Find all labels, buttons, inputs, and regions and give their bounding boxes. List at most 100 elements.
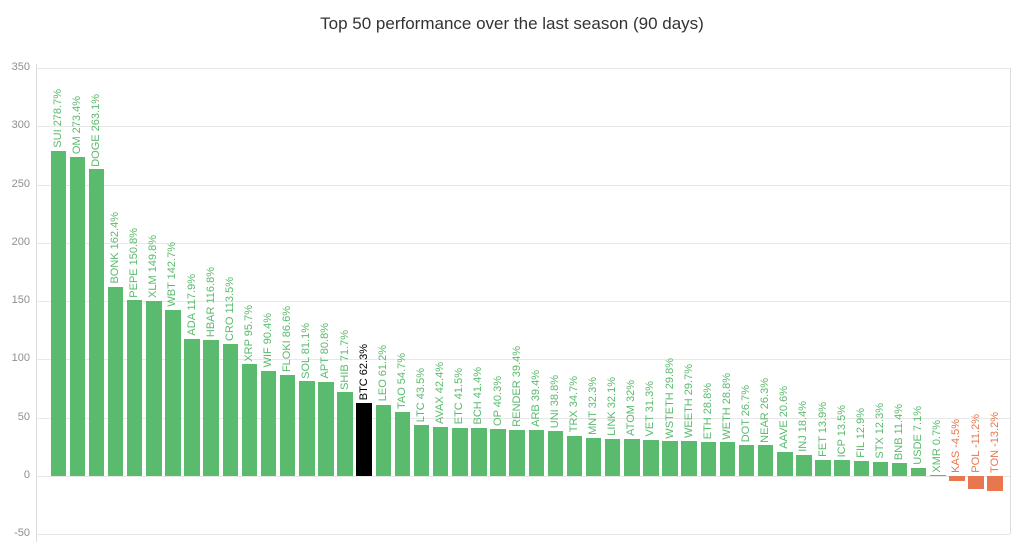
bar-render: [509, 430, 525, 476]
bar-label-xlm: XLM 149.8%: [147, 235, 160, 299]
bar-floki: [279, 375, 296, 476]
bar-weth: [719, 442, 736, 476]
bar-btc: [356, 403, 372, 476]
y-tick-150: 150: [11, 294, 30, 307]
bar-shib: [337, 392, 353, 476]
bar-fil: [853, 460, 870, 476]
bar-label-pepe: PEPE 150.8%: [128, 227, 141, 298]
bar-dot: [738, 444, 755, 476]
gridline--50: [36, 534, 1010, 536]
gridline-200: [36, 242, 1010, 244]
bar-xmr: [930, 475, 946, 476]
bar-label-kas: KAS -4.5%: [950, 419, 963, 473]
bar-inj: [796, 454, 812, 476]
bar-bonk: [107, 286, 124, 476]
bar-label-ltc: LTC 43.5%: [415, 368, 428, 423]
bar-label-inj: INJ 18.4%: [797, 400, 810, 452]
bar-label-near: NEAR 26.3%: [759, 377, 772, 443]
y-tick-350: 350: [11, 61, 30, 73]
bar-label-doge: DOGE 263.1%: [89, 93, 102, 167]
bar-label-apt: APT 80.8%: [319, 323, 332, 379]
bar-label-ada: ADA 117.9%: [185, 274, 198, 336]
bar-label-wsteth: WSTETH 29.8%: [663, 357, 676, 439]
bar-op: [490, 429, 506, 476]
bar-fet: [815, 459, 831, 476]
bar-hbar: [203, 339, 219, 476]
gridline-350: [36, 68, 1010, 69]
bar-arb: [528, 430, 544, 476]
bar-label-cro: CRO 113.5%: [223, 276, 236, 341]
bar-weeth: [681, 441, 697, 476]
bar-label-floki: FLOKI 86.6%: [281, 306, 294, 373]
bar-label-sol: SOL 81.1%: [300, 322, 313, 379]
bar-label-tao: TAO 54.7%: [395, 353, 408, 410]
bar-xrp: [241, 364, 258, 476]
bar-apt: [318, 381, 334, 476]
bar-near: [757, 445, 774, 476]
bar-label-icp: ICP 13.5%: [835, 404, 848, 458]
bar-vet: [643, 439, 659, 476]
bar-icp: [834, 460, 850, 476]
bar-label-usde: USDE 7.1%: [912, 406, 925, 465]
y-tick-300: 300: [11, 119, 30, 132]
gridline-150: [36, 301, 1010, 303]
y-tick-250: 250: [11, 177, 30, 190]
bar-label-btc: BTC 62.3%: [357, 344, 370, 401]
y-tick-0: 0: [23, 469, 30, 481]
bar-label-ton: TON -13.2%: [988, 412, 1001, 473]
bar-label-xrp: XRP 95.7%: [242, 304, 255, 362]
bar-label-render: RENDER 39.4%: [510, 346, 523, 428]
bar-label-shib: SHIB 71.7%: [338, 329, 351, 390]
bar-label-weth: WETH 28.8%: [720, 372, 733, 440]
bar-sui: [50, 151, 66, 476]
bar-kas: [949, 476, 965, 482]
bar-label-bnb: BNB 11.4%: [893, 403, 906, 460]
bar-label-fet: FET 13.9%: [816, 401, 829, 457]
axis-line-left: [36, 64, 37, 543]
bar-label-hbar: HBAR 116.8%: [204, 266, 217, 337]
bar-label-om: OM 273.4%: [70, 96, 83, 155]
bar-label-dot: DOT 26.7%: [740, 384, 753, 442]
bar-pol: [968, 476, 984, 490]
bar-label-stx: STX 12.3%: [873, 403, 886, 459]
bar-etc: [452, 427, 468, 476]
bar-ada: [184, 338, 200, 476]
bar-label-weeth: WEETH 29.7%: [682, 364, 695, 439]
bar-uni: [547, 430, 564, 476]
y-tick-100: 100: [11, 352, 30, 365]
gridline-0: [36, 476, 1010, 477]
bar-label-aave: AAVE 20.6%: [778, 386, 791, 449]
bar-label-mnt: MNT 32.3%: [587, 377, 600, 436]
bar-wsteth: [662, 441, 678, 476]
bar-doge: [88, 169, 105, 476]
bar-mnt: [585, 438, 602, 476]
bar-label-atom: ATOM 32%: [625, 379, 638, 436]
bar-cro: [222, 343, 239, 476]
y-tick--50: -50: [14, 527, 30, 540]
bar-label-bch: BCH 41.4%: [472, 367, 485, 425]
bar-label-uni: UNI 38.8%: [548, 374, 561, 428]
chart-title: Top 50 performance over the last season …: [320, 14, 704, 33]
y-tick-50: 50: [17, 410, 30, 423]
bar-wif: [260, 370, 277, 476]
bar-xlm: [146, 301, 162, 476]
bar-trx: [566, 435, 583, 476]
bar-label-bonk: BONK 162.4%: [109, 212, 122, 284]
bar-aave: [777, 451, 793, 476]
bar-usde: [910, 467, 927, 476]
bar-label-trx: TRX 34.7%: [567, 376, 580, 433]
gridline-300: [36, 126, 1010, 128]
bar-label-fil: FIL 12.9%: [854, 408, 867, 458]
gridline-100: [36, 359, 1010, 361]
bar-tao: [394, 412, 411, 476]
bar-label-sui: SUI 278.7%: [51, 89, 64, 149]
bar-ltc: [413, 425, 430, 476]
bar-link: [604, 438, 621, 476]
bar-leo: [375, 404, 392, 476]
bar-atom: [624, 438, 640, 476]
bar-label-avax: AVAX 42.4%: [434, 361, 447, 424]
bar-label-etc: ETC 41.5%: [453, 368, 466, 425]
bar-eth: [700, 442, 717, 476]
bar-stx: [872, 461, 889, 476]
